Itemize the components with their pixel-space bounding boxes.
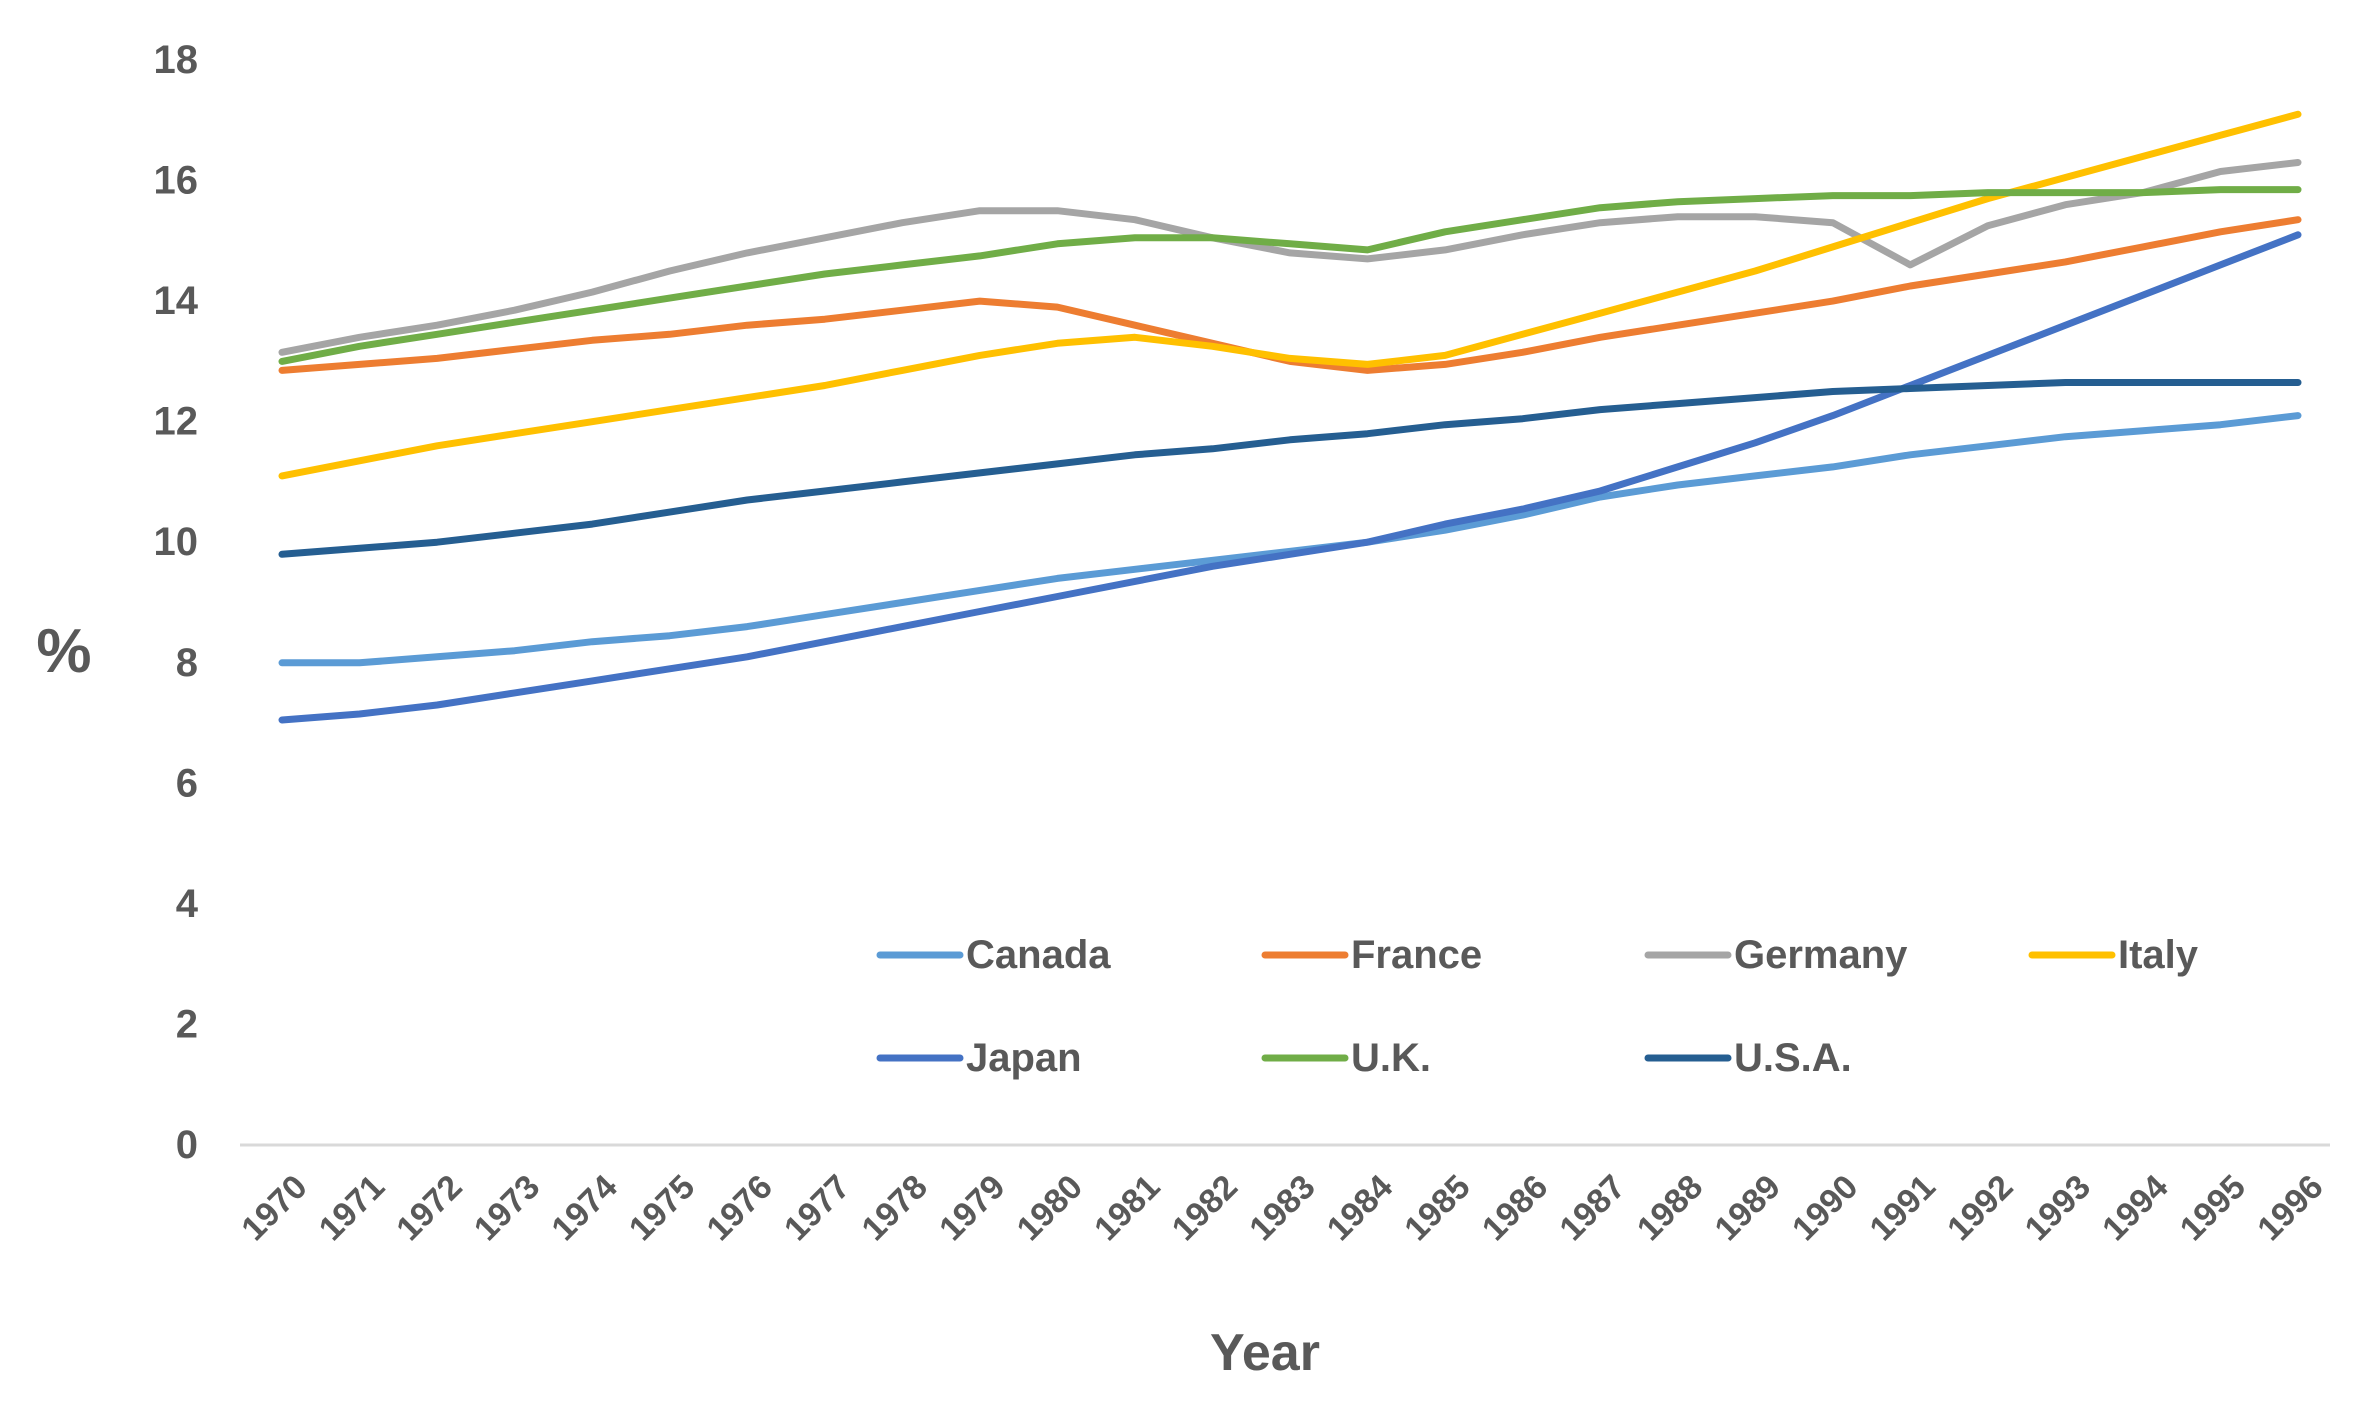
x-tick-label: 1990 [1785, 1168, 1865, 1248]
x-tick-label: 1978 [855, 1168, 935, 1248]
x-tick-label: 1975 [622, 1168, 702, 1248]
y-axis-tick-labels: 0 2 4 6 8 10 12 14 16 18 [154, 38, 199, 1167]
x-axis-tick-labels: 1970197119721973197419751976197719781979… [234, 1168, 2330, 1248]
x-tick-label: 1972 [389, 1168, 469, 1248]
legend-item-canada: Canada [876, 933, 1111, 977]
x-tick-label: 1981 [1087, 1168, 1167, 1248]
y-tick-label: 2 [176, 1002, 198, 1046]
y-tick-label: 16 [154, 159, 199, 203]
x-tick-label: 1989 [1708, 1168, 1788, 1248]
y-tick-label: 0 [176, 1123, 198, 1167]
y-tick-label: 4 [176, 882, 199, 926]
x-tick-label: 1980 [1010, 1168, 1090, 1248]
legend-item-france: France [1261, 933, 1482, 977]
legend: Canada France Germany Italy Japan U.K. U.S.A. [876, 933, 2199, 1080]
x-tick-label: 1991 [1863, 1168, 1943, 1248]
x-tick-label: 1988 [1630, 1168, 1710, 1248]
series-line-italy [278, 110, 2302, 480]
y-tick-label: 18 [154, 38, 199, 82]
x-tick-label: 1993 [2018, 1168, 2098, 1248]
x-tick-label: 1996 [2250, 1168, 2330, 1248]
legend-label: U.K. [1351, 1036, 1431, 1080]
x-tick-label: 1982 [1165, 1168, 1245, 1248]
x-tick-label: 1970 [234, 1168, 314, 1248]
legend-item-germany: Germany [1644, 933, 1908, 977]
x-tick-label: 1992 [1940, 1168, 2020, 1248]
x-tick-label: 1971 [312, 1168, 392, 1248]
series-line-germany [278, 159, 2302, 356]
series-line-canada [278, 412, 2302, 667]
legend-label: Germany [1734, 933, 1908, 977]
legend-item-japan: Japan [876, 1036, 1082, 1080]
y-tick-label: 6 [176, 761, 198, 805]
x-tick-label: 1987 [1552, 1168, 1632, 1248]
series-lines [278, 110, 2302, 724]
legend-item-usa: U.S.A. [1644, 1036, 1852, 1080]
legend-label: Italy [2118, 933, 2199, 977]
y-axis-title: % [36, 617, 91, 686]
x-tick-label: 1995 [2173, 1168, 2253, 1248]
series-line-uk [278, 186, 2302, 365]
y-tick-label: 8 [176, 641, 198, 685]
legend-label: Canada [966, 933, 1111, 977]
x-axis-title: Year [1210, 1324, 1320, 1382]
x-tick-label: 1985 [1397, 1168, 1477, 1248]
series-line-japan [278, 231, 2302, 724]
y-tick-label: 14 [154, 279, 199, 323]
x-tick-label: 1984 [1320, 1168, 1400, 1248]
x-tick-label: 1977 [777, 1168, 857, 1248]
legend-label: France [1351, 933, 1482, 977]
x-tick-label: 1979 [932, 1168, 1012, 1248]
legend-label: U.S.A. [1734, 1036, 1852, 1080]
y-tick-label: 10 [154, 520, 199, 564]
x-tick-label: 1983 [1242, 1168, 1322, 1248]
series-line-usa [278, 379, 2302, 558]
legend-item-italy: Italy [2028, 933, 2199, 977]
x-tick-label: 1994 [2095, 1168, 2175, 1248]
legend-item-uk: U.K. [1261, 1036, 1431, 1080]
x-tick-label: 1986 [1475, 1168, 1555, 1248]
x-tick-label: 1973 [467, 1168, 547, 1248]
x-tick-label: 1976 [700, 1168, 780, 1248]
legend-label: Japan [966, 1036, 1082, 1080]
x-tick-label: 1974 [544, 1168, 624, 1248]
y-tick-label: 12 [154, 400, 199, 444]
